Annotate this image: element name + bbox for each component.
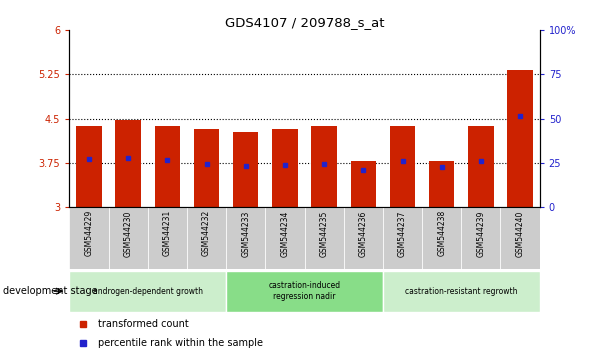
Bar <box>69 207 109 269</box>
Bar <box>187 207 226 269</box>
Bar <box>69 271 226 312</box>
Text: GSM544238: GSM544238 <box>437 210 446 256</box>
Bar <box>383 207 422 269</box>
Text: GSM544234: GSM544234 <box>280 210 289 257</box>
Text: GSM544240: GSM544240 <box>516 210 525 257</box>
Text: development stage: development stage <box>3 286 98 296</box>
Bar <box>383 271 540 312</box>
Text: GSM544230: GSM544230 <box>124 210 133 257</box>
Bar <box>461 207 500 269</box>
Text: GSM544236: GSM544236 <box>359 210 368 257</box>
Bar <box>305 207 344 269</box>
Bar <box>226 207 265 269</box>
Bar <box>507 70 533 207</box>
Bar <box>500 207 540 269</box>
Text: GSM544235: GSM544235 <box>320 210 329 257</box>
Text: GSM544232: GSM544232 <box>202 210 211 256</box>
Bar <box>109 207 148 269</box>
Bar <box>272 129 298 207</box>
Bar <box>76 126 102 207</box>
Bar <box>233 132 259 207</box>
Bar <box>311 126 337 207</box>
Bar <box>154 126 180 207</box>
Bar <box>350 161 376 207</box>
Text: castration-resistant regrowth: castration-resistant regrowth <box>405 287 517 296</box>
Text: castration-induced
regression nadir: castration-induced regression nadir <box>268 281 341 301</box>
Bar <box>390 126 415 207</box>
Text: transformed count: transformed count <box>98 319 188 329</box>
Text: GSM544229: GSM544229 <box>84 210 93 256</box>
Bar <box>468 126 494 207</box>
Text: GSM544231: GSM544231 <box>163 210 172 256</box>
Bar <box>422 207 461 269</box>
Text: androgen-dependent growth: androgen-dependent growth <box>93 287 203 296</box>
Bar <box>148 207 187 269</box>
Bar <box>226 271 383 312</box>
Text: GSM544233: GSM544233 <box>241 210 250 257</box>
Bar <box>115 120 141 207</box>
Bar <box>194 129 219 207</box>
Bar <box>429 161 455 207</box>
Bar <box>344 207 383 269</box>
Title: GDS4107 / 209788_s_at: GDS4107 / 209788_s_at <box>225 16 384 29</box>
Text: GSM544239: GSM544239 <box>476 210 485 257</box>
Text: percentile rank within the sample: percentile rank within the sample <box>98 338 262 348</box>
Text: GSM544237: GSM544237 <box>398 210 407 257</box>
Bar <box>265 207 305 269</box>
